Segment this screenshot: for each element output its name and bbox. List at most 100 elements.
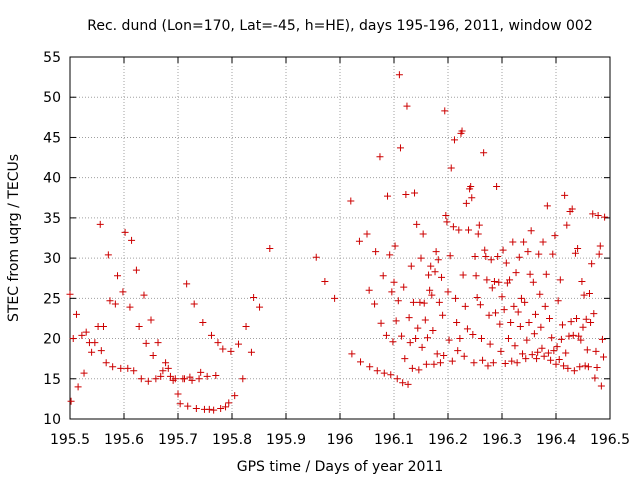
data-point (542, 270, 550, 278)
data-point (96, 220, 104, 228)
data-point (547, 356, 555, 364)
data-point (590, 310, 598, 318)
data-point (403, 102, 411, 110)
data-point (450, 136, 458, 144)
data-point (473, 294, 481, 302)
data-point (476, 301, 484, 309)
data-point (501, 359, 509, 367)
data-point (551, 232, 559, 240)
data-point (510, 302, 518, 310)
x-axis-tick-labels: 195.5 195.6 195.7 195.8 195.9 196 196.1 196.2 19… (50, 432, 630, 448)
data-point (527, 227, 535, 235)
x-tick-label: 196 (327, 432, 354, 448)
data-point (593, 364, 601, 372)
data-point (234, 340, 242, 348)
data-point (80, 369, 88, 377)
data-point (484, 362, 492, 370)
data-point (479, 356, 487, 364)
data-point (499, 246, 507, 254)
data-point (102, 359, 110, 367)
data-point (535, 250, 543, 258)
data-point (389, 338, 397, 346)
data-point (565, 332, 573, 340)
data-point (550, 347, 558, 355)
data-point (88, 348, 96, 356)
y-tick-label: 35 (43, 211, 61, 227)
x-tick-label: 195.9 (266, 432, 306, 448)
data-point (507, 318, 515, 326)
data-point (147, 316, 155, 324)
data-point (407, 262, 415, 270)
data-point (413, 220, 421, 228)
data-point (184, 402, 192, 410)
data-point (456, 335, 464, 343)
data-point (408, 364, 416, 372)
data-point (523, 336, 531, 344)
data-point (449, 223, 457, 231)
data-point (577, 336, 585, 344)
x-tick-label: 196.2 (428, 432, 468, 448)
data-point (528, 351, 536, 359)
data-point (199, 318, 207, 326)
data-point (67, 397, 75, 405)
data-point (414, 324, 422, 332)
data-point (396, 144, 404, 152)
y-tick-label: 15 (43, 372, 61, 388)
data-point (513, 359, 521, 367)
data-point (584, 363, 592, 371)
data-point (387, 371, 395, 379)
data-point (377, 319, 385, 327)
data-point (159, 367, 167, 375)
data-point (509, 238, 517, 246)
data-point (227, 347, 235, 355)
data-point (247, 348, 255, 356)
data-point (580, 291, 588, 299)
data-point (183, 280, 191, 288)
data-point (106, 297, 114, 305)
data-point (250, 294, 258, 302)
data-point (548, 334, 556, 342)
data-point (595, 250, 603, 258)
data-point (154, 339, 162, 347)
data-point (176, 400, 184, 408)
data-point (180, 375, 188, 383)
data-point (357, 358, 365, 366)
data-point (468, 194, 476, 202)
data-point (222, 403, 230, 411)
data-point (219, 345, 227, 353)
data-point (485, 311, 493, 319)
data-point (203, 372, 211, 380)
data-point (546, 314, 554, 322)
data-point (430, 360, 438, 368)
data-point (531, 310, 539, 318)
data-point (570, 367, 578, 375)
data-point (497, 347, 505, 355)
data-point (205, 405, 213, 413)
data-point (534, 348, 542, 356)
data-point (217, 405, 225, 413)
data-point (583, 346, 591, 354)
data-point (97, 347, 105, 355)
data-point (592, 347, 600, 355)
data-point (529, 278, 537, 286)
data-point (363, 230, 371, 238)
data-point (72, 310, 80, 318)
data-point (402, 191, 410, 199)
data-point (438, 273, 446, 281)
data-point (365, 286, 373, 294)
grid (70, 57, 610, 419)
data-point (536, 290, 544, 298)
data-point (463, 325, 471, 333)
data-point (462, 199, 470, 207)
data-point (591, 374, 599, 382)
data-point (556, 276, 564, 284)
data-point (601, 213, 609, 221)
data-point (331, 294, 339, 302)
data-point (392, 317, 400, 325)
data-point (406, 339, 414, 347)
x-tick-label: 196.5 (590, 432, 630, 448)
data-point (394, 297, 402, 305)
data-point (429, 327, 437, 335)
y-tick-label: 10 (43, 412, 61, 428)
data-point (117, 364, 125, 372)
